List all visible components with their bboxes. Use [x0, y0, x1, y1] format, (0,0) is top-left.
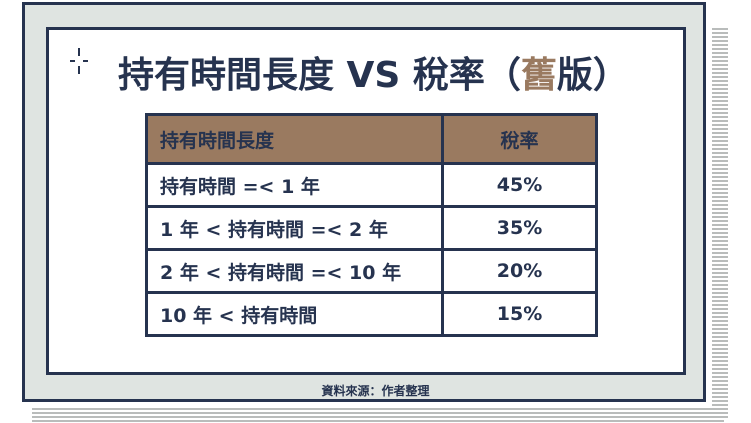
cell-tax-rate: 45%: [441, 162, 598, 208]
table-row: 10 年 < 持有時間 15%: [145, 291, 598, 337]
cell-tax-rate: 35%: [441, 205, 598, 251]
cell-holding-period: 2 年 < 持有時間 =< 10 年: [145, 248, 444, 294]
title-main: 持有時間長度 VS 稅率（: [118, 55, 521, 96]
cell-tax-rate: 15%: [441, 291, 598, 337]
cell-holding-period: 持有時間 =< 1 年: [145, 162, 444, 208]
source-caption: 資料來源：作者整理: [321, 384, 430, 398]
header-holding-period: 持有時間長度: [145, 113, 444, 165]
cell-holding-period: 1 年 < 持有時間 =< 2 年: [145, 205, 444, 251]
cell-tax-rate: 20%: [441, 248, 598, 294]
cell-holding-period: 10 年 < 持有時間: [145, 291, 444, 337]
title-accent: 舊: [520, 55, 557, 96]
header-tax-rate: 稅率: [441, 113, 598, 165]
page-title: 持有時間長度 VS 稅率（舊版）: [118, 54, 629, 98]
title-suffix: 版）: [556, 55, 629, 96]
stripe-shadow-bottom: [32, 408, 724, 422]
table-header-row: 持有時間長度 稅率: [145, 113, 598, 165]
tax-rate-table: 持有時間長度 稅率 持有時間 =< 1 年 45% 1 年 < 持有時間 =< …: [145, 113, 598, 337]
stripe-shadow-right: [712, 28, 728, 420]
table-row: 1 年 < 持有時間 =< 2 年 35%: [145, 205, 598, 251]
sparkle-icon: [70, 48, 88, 74]
table-row: 2 年 < 持有時間 =< 10 年 20%: [145, 248, 598, 294]
table-row: 持有時間 =< 1 年 45%: [145, 162, 598, 208]
